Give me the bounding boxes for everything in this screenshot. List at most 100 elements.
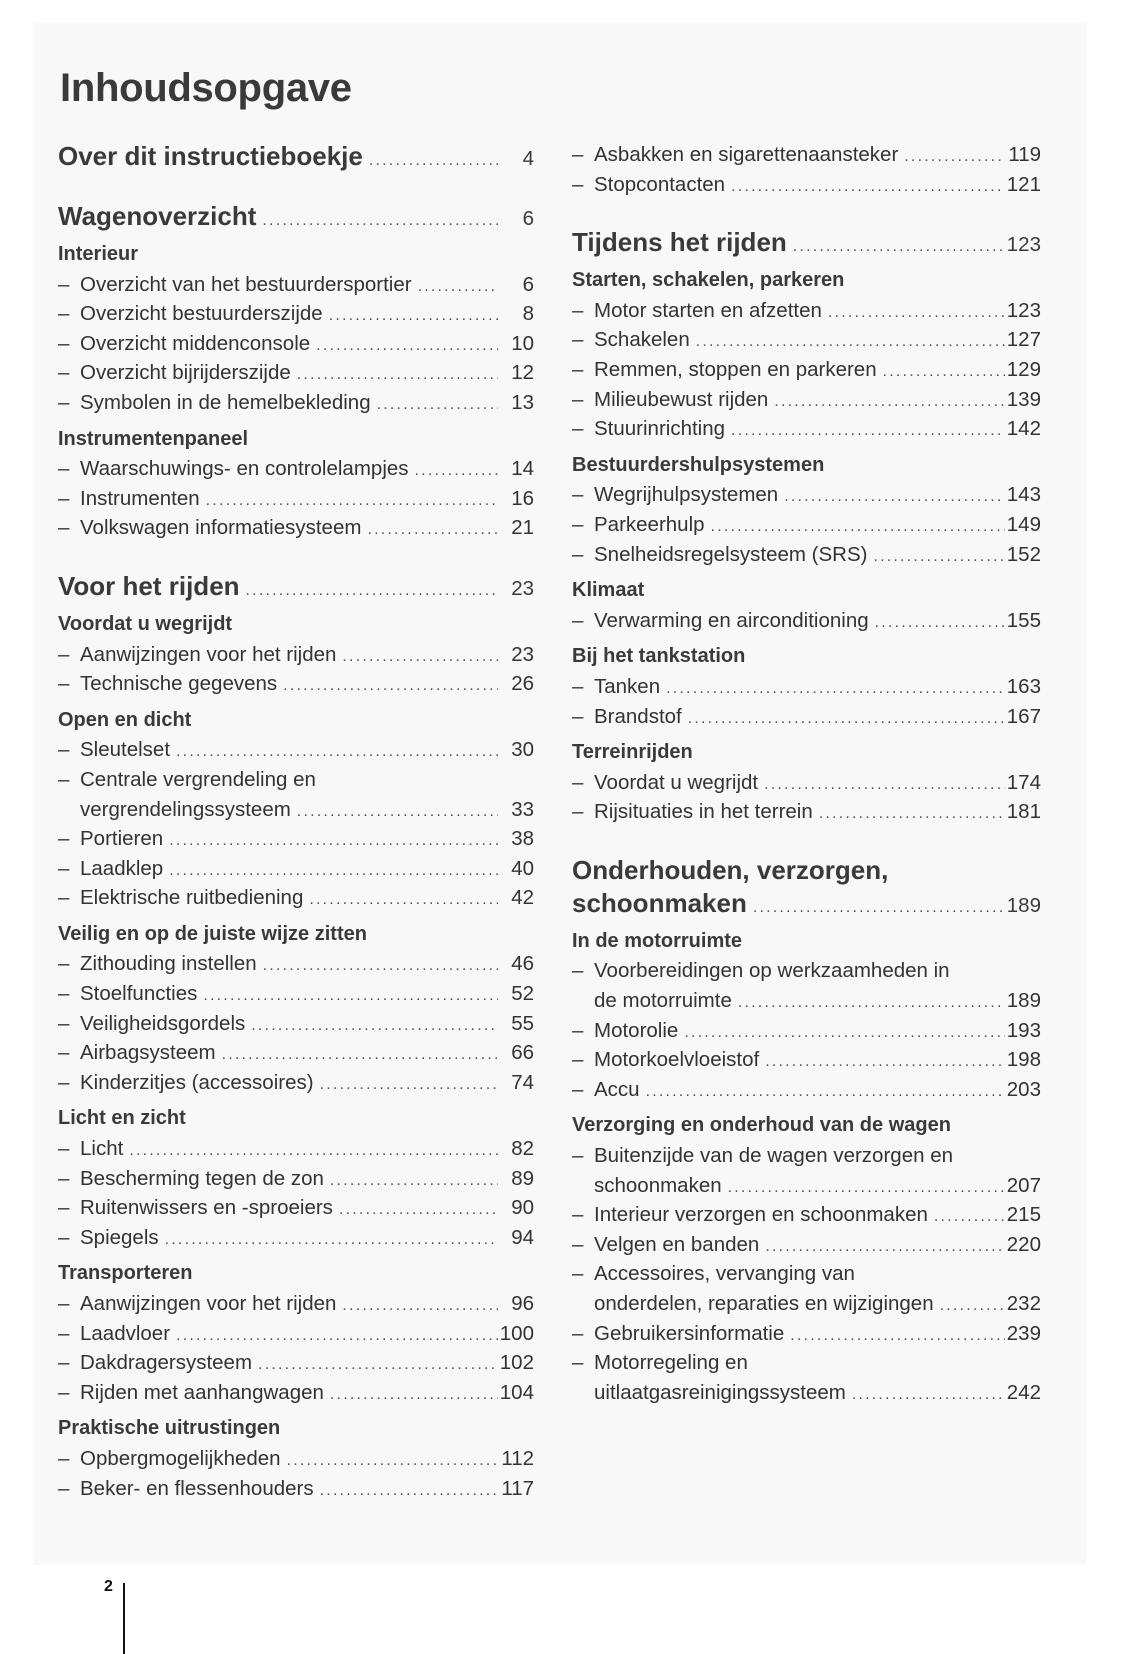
toc-entry-title[interactable]: de motorruimte [594,989,732,1013]
toc-page-number[interactable]: 127 [1006,328,1041,352]
toc-page-number[interactable]: 242 [1006,1380,1041,1404]
toc-entry-title[interactable]: Tijdens het rijden [572,227,787,258]
toc-entry-title[interactable]: Brandstof [594,704,682,728]
toc-page-number[interactable]: 220 [1006,1232,1041,1256]
toc-page-number[interactable]: 181 [1006,800,1041,824]
toc-entry-title[interactable]: Ruitenwissers en -sproeiers [80,1196,333,1220]
toc-entry[interactable]: – Stopcontacten..........................… [572,170,1041,200]
toc-entry[interactable]: – Beker- en flessenhouders...............… [58,1474,534,1504]
toc-entry[interactable]: – Overzicht bijrijderszijde..............… [58,358,534,388]
toc-chapter[interactable]: Over dit instructieboekje...............… [58,140,534,173]
toc-entry-title[interactable]: Beker- en flessenhouders [80,1476,314,1500]
toc-page-number[interactable]: 102 [499,1351,534,1375]
toc-page-number[interactable]: 112 [501,1446,534,1470]
toc-entry[interactable]: – Motorregeling en uitlaatgasreinigingssys… [572,1348,1041,1407]
toc-entry-title[interactable]: Accu [594,1077,640,1101]
toc-page-number[interactable]: 207 [1006,1173,1041,1197]
toc-entry[interactable]: – Asbakken en sigarettenaansteker........… [572,140,1041,170]
toc-page-number[interactable]: 174 [1006,770,1041,794]
toc-entry-title[interactable]: Kinderzitjes (accessoires) [80,1070,314,1094]
toc-page-number[interactable]: 4 [522,147,534,170]
toc-entry[interactable]: – Licht..................................… [58,1134,534,1164]
toc-entry-title[interactable]: Parkeerhulp [594,512,705,536]
toc-page-number[interactable]: 123 [1006,298,1041,322]
toc-entry[interactable]: – Snelheidsregelsysteem (SRS)............… [572,540,1041,570]
toc-entry-title[interactable]: Motorkoelvloeistof [594,1048,760,1072]
toc-page-number[interactable]: 12 [511,361,534,385]
toc-entry[interactable]: – Stoelfuncties..........................… [58,979,534,1009]
toc-entry[interactable]: – Laadvloer..............................… [58,1319,534,1349]
toc-entry-title[interactable]: Gebruikersinformatie [594,1321,785,1345]
toc-entry-title[interactable]: Motor starten en afzetten [594,298,822,322]
toc-entry-title[interactable]: Portieren [80,827,164,851]
toc-page-number[interactable]: 38 [511,827,534,851]
toc-entry[interactable]: – Rijden met aanhangwagen................… [58,1378,534,1408]
toc-page-number[interactable]: 14 [511,457,534,481]
toc-entry[interactable]: – Ruitenwissers en -sproeiers............… [58,1193,534,1223]
toc-chapter[interactable]: Voor het rijden.........................… [58,570,534,603]
toc-entry-title[interactable]: Motorregeling en [594,1351,748,1375]
toc-entry[interactable]: – Kinderzitjes (accessoires).............… [58,1068,534,1098]
toc-page-number[interactable]: 193 [1006,1018,1041,1042]
toc-page-number[interactable]: 23 [511,576,534,600]
toc-entry-title[interactable]: Technische gegevens [80,672,278,696]
toc-entry-title[interactable]: Bescherming tegen de zon [80,1166,324,1190]
toc-entry-title[interactable]: Stuurinrichting [594,417,726,441]
toc-entry-title[interactable]: Milieubewust rijden [594,387,769,411]
toc-entry-title[interactable]: Voordat u wegrijdt [594,770,759,794]
toc-entry[interactable]: – Volkswagen informatiesysteem...........… [58,513,534,543]
toc-entry-title[interactable]: Stopcontacten [594,172,726,196]
toc-page-number[interactable]: 143 [1006,483,1041,507]
toc-chapter[interactable]: Wagenoverzicht..........................… [58,200,534,233]
toc-page-number[interactable]: 52 [511,982,534,1006]
toc-entry[interactable]: – Overzicht bestuurderszijde.............… [58,299,534,329]
toc-entry[interactable]: – Tanken.................................… [572,672,1041,702]
toc-entry[interactable]: – Opbergmogelijkheden....................… [58,1444,534,1474]
toc-page-number[interactable]: 139 [1006,387,1041,411]
toc-entry[interactable]: – Accessoires, vervanging van onderdelen, … [572,1259,1041,1318]
toc-page-number[interactable]: 96 [511,1292,534,1315]
toc-entry-title[interactable]: Voor het rijden [58,570,240,601]
toc-entry[interactable]: – Wegrijhulpsystemen.....................… [572,480,1041,510]
toc-entry-title[interactable]: Zithouding instellen [80,952,257,976]
toc-page-number[interactable]: 189 [1006,893,1041,917]
toc-entry[interactable]: – Dakdragersysteem.......................… [58,1348,534,1378]
toc-page-number[interactable]: 189 [1006,989,1041,1013]
toc-chapter[interactable]: Tijdens het rijden......................… [572,226,1041,259]
toc-page-number[interactable]: 40 [511,856,534,880]
toc-page-number[interactable]: 13 [511,390,534,414]
toc-entry-title[interactable]: Centrale vergrendeling en [80,767,316,791]
toc-entry[interactable]: – Overzicht middenconsole................… [58,329,534,359]
toc-entry[interactable]: – Zithouding instellen...................… [58,949,534,979]
toc-page-number[interactable]: 198 [1006,1048,1041,1072]
toc-entry-title[interactable]: Onderhouden, verzorgen, [572,854,889,885]
toc-entry-title[interactable]: Rijden met aanhangwagen [80,1380,324,1404]
toc-entry-title[interactable]: Aanwijzingen voor het rijden [80,642,337,666]
toc-entry-title[interactable]: Rijsituaties in het terrein [594,800,813,824]
toc-entry[interactable]: – Sleutelset.............................… [58,735,534,765]
toc-entry[interactable]: – Waarschuwings- en controlelampjes......… [58,454,534,484]
toc-entry[interactable]: – Symbolen in de hemelbekleding..........… [58,388,534,418]
toc-entry-title[interactable]: Overzicht van het bestuurdersportier [80,272,412,296]
toc-page-number[interactable]: 232 [1006,1292,1041,1315]
toc-chapter[interactable]: Onderhouden, verzorgen, schoonmaken......… [572,854,1041,920]
toc-entry[interactable]: – Bescherming tegen de zon...............… [58,1164,534,1194]
toc-entry[interactable]: – Velgen en banden.......................… [572,1230,1041,1260]
toc-entry[interactable]: – Buitenzijde van de wagen verzorgen en sc… [572,1141,1041,1200]
toc-entry-title[interactable]: Instrumenten [80,486,200,510]
toc-entry-title[interactable]: Aanwijzingen voor het rijden [80,1292,337,1315]
toc-page-number[interactable]: 55 [511,1011,534,1035]
toc-page-number[interactable]: 6 [522,207,534,230]
toc-page-number[interactable]: 33 [511,797,534,821]
toc-page-number[interactable]: 129 [1006,357,1041,381]
toc-entry[interactable]: – Elektrische ruitbediening..............… [58,883,534,913]
toc-page-number[interactable]: 30 [511,738,534,762]
toc-entry-title[interactable]: Dakdragersysteem [80,1351,253,1375]
toc-entry-title[interactable]: Verwarming en airconditioning [594,608,869,632]
toc-entry-title[interactable]: Laadklep [80,856,164,880]
toc-entry-title[interactable]: Accessoires, vervanging van [594,1262,855,1286]
toc-entry-title[interactable]: Stoelfuncties [80,982,198,1006]
toc-entry[interactable]: – Voordat u wegrijdt.....................… [572,768,1041,798]
toc-entry[interactable]: – Technische gegevens....................… [58,669,534,699]
toc-page-number[interactable]: 8 [522,302,534,326]
